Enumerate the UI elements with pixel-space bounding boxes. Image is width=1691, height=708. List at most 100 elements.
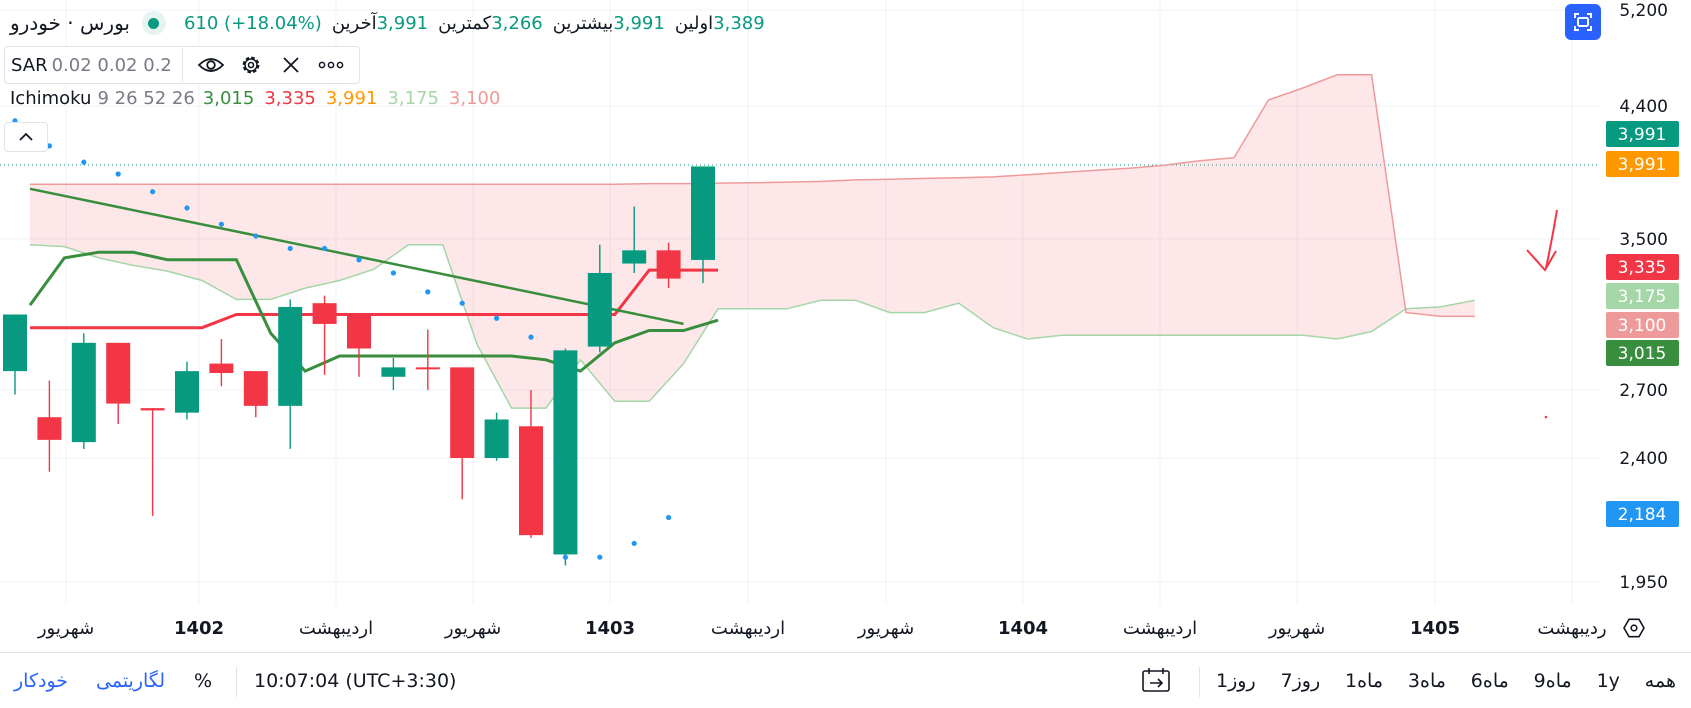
ichimoku-value: 3,991 [325,87,378,109]
eye-icon[interactable] [191,48,231,82]
candle [656,242,681,289]
sar-dot [287,245,293,252]
timeframe-button[interactable]: 1ماه [1345,669,1384,692]
sar-dot [150,189,156,195]
x-tick-label: ردیبهشت [1537,618,1606,639]
timeframe-button[interactable]: 9ماه [1533,669,1572,692]
ichimoku-value: 3,175 [387,87,439,109]
percent-scale-toggle[interactable]: % [194,669,213,692]
chevron-up-icon [19,132,33,141]
x-tick-label: 1403 [585,618,635,639]
candle [415,329,440,390]
more-icon[interactable] [311,48,351,82]
price-label: 3,015 [1606,340,1679,366]
layout-button[interactable] [1565,4,1601,40]
candle [553,348,578,566]
x-axis: شهریور 1402 اردیبهشت شهریور 1403 اردیبهشت شهری… [37,618,1607,639]
timeframe-button[interactable]: 7روز [1280,669,1321,692]
candle [140,408,165,516]
candle [519,390,543,538]
candle [622,206,647,273]
sar-dots [12,118,672,560]
timeframe-button[interactable]: 1y [1596,669,1620,692]
svg-text:2,184: 2,184 [1618,505,1667,525]
y-tick-label: 2,700 [1619,381,1668,401]
compare-icon[interactable] [1140,653,1174,708]
sar-dot [46,143,53,149]
y-tick-label: 2,400 [1619,449,1668,469]
sar-dot [597,554,603,560]
sar-dot [631,540,637,547]
sar-dot [184,205,190,211]
sar-dot [528,334,534,340]
timeframe-button[interactable]: همه [1644,669,1676,692]
candle [175,361,199,420]
svg-text:3,100: 3,100 [1618,316,1667,336]
open-value: 3,389 [713,12,765,34]
candles [3,166,715,566]
candle [347,314,371,377]
symbol-legend: بورس · خودرو 610 (+18.04%) آخرین 3,991 ک… [10,8,765,38]
gear-icon[interactable] [231,48,271,82]
base-line [28,250,719,373]
svg-text:3,175: 3,175 [1618,287,1667,307]
ichimoku-value: 3,335 [264,87,316,109]
sar-dot [218,221,224,227]
red-arrow-annotation [1526,209,1558,419]
price-chart[interactable]: 5,200 4,400 3,500 2,700 2,400 1,950 شهریور 140… [0,0,1691,652]
candle [450,367,475,500]
svg-text:3,335: 3,335 [1618,258,1667,278]
x-tick-label: 1402 [174,618,224,639]
layout-icon [1574,13,1592,31]
price-label: 2,184 [1606,501,1679,527]
low-value: 3,266 [491,12,543,34]
sar-dot [390,270,396,276]
x-tick-label: 1405 [1410,618,1460,639]
ichimoku-label: Ichimoku [10,87,92,109]
leading-span-a-line [29,243,1475,409]
ichimoku-legend[interactable]: Ichimoku 9 26 52 26 3,015 3,335 3,991 3,175… [10,86,510,110]
timeframe-button[interactable]: 1روز [1216,669,1256,692]
close-value: 3,991 [376,12,429,34]
market-status-icon [141,11,166,35]
timeframe-button[interactable]: 3ماه [1407,669,1446,692]
candle [587,244,612,353]
y-tick-label: 3,500 [1619,230,1668,250]
timeframe-list: 1روز 7روز 1ماه 3ماه 6ماه 9ماه 1y همه [1216,653,1676,708]
collapse-legend-button[interactable] [4,122,48,152]
high-label: بیشترین [552,12,614,34]
y-tick-label: 1,950 [1619,573,1668,593]
log-scale-toggle[interactable]: لگاریتمی [96,669,166,692]
y-tick-label: 4,400 [1619,97,1668,117]
sar-dot [562,554,569,560]
candle [243,371,268,418]
sar-dot [115,171,121,177]
close-icon[interactable] [271,48,311,82]
candle [37,380,62,472]
sar-legend[interactable]: SAR 0.02 0.02 0.2 [4,46,360,84]
sar-dot [666,514,672,521]
timeframe-button[interactable]: 6ماه [1470,669,1509,692]
price-label: 3,100 [1606,312,1679,338]
x-tick-label: شهریور [37,618,94,639]
price-label: 3,991 [1606,121,1679,147]
open-label: اولین [674,12,714,34]
y-axis: 5,200 4,400 3,500 2,700 2,400 1,950 [1619,1,1668,593]
clock-display[interactable]: 10:07:04 (UTC+3:30) [254,669,457,692]
symbol-title[interactable]: بورس · خودرو [10,11,130,35]
candle [381,357,406,390]
sar-dot [459,300,465,306]
x-tick-label: اردیبهشت [711,618,785,639]
auto-scale-toggle[interactable]: خودکار [14,669,69,692]
settings-hexagon-icon[interactable] [1623,618,1645,638]
sar-dot [81,159,87,165]
sar-dot [494,315,500,321]
price-label: 3,175 [1606,283,1679,309]
x-tick-label: شهریور [444,618,501,639]
sar-dot [425,289,431,295]
bottom-toolbar: خودکار لگاریتمی % 10:07:04 (UTC+3:30) 1ر… [0,652,1691,708]
candle [3,314,27,395]
chart-grid [0,0,1600,605]
sar-dot [253,233,259,239]
price-labels: 3,991 3,991 3,335 3,175 3,100 3,015 2,184 [1606,121,1679,527]
